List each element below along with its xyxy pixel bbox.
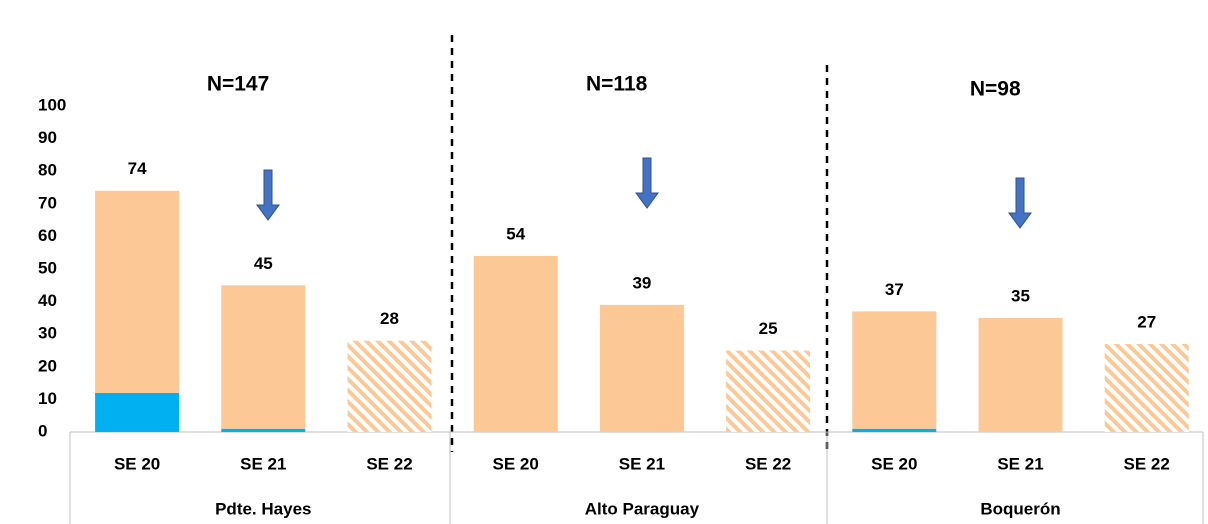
x-tick-label: SE 22 [1124,454,1170,473]
annotation: N=118 [586,73,648,96]
data-label: 45 [254,254,273,273]
bar-segment [473,255,558,432]
data-label: 37 [885,280,904,299]
bar-segment [726,350,811,432]
x-tick-label: SE 22 [745,454,791,473]
y-tick-label: 90 [38,128,57,147]
annotation: N=98 [970,78,1021,101]
bar-segment [978,317,1063,432]
x-tick-label: SE 21 [997,454,1043,473]
region-dividers [450,35,829,452]
y-tick-label: 50 [38,258,57,277]
x-tick-label: SE 20 [871,454,917,473]
group-label: Pdte. Hayes [215,499,311,518]
y-tick-label: 70 [38,193,57,212]
bar-segment [347,340,432,432]
data-label: 54 [506,224,525,243]
y-tick-label: 60 [38,226,57,245]
data-label: 74 [128,159,147,178]
y-tick-label: 20 [38,356,57,375]
data-label: 25 [759,319,778,338]
group-label: Boquerón [980,499,1060,518]
arrows [256,157,1032,229]
data-label: 39 [632,273,651,292]
y-tick-label: 100 [38,95,66,114]
y-tick-label: 30 [38,324,57,343]
bar-segment [852,311,937,429]
y-tick-label: 40 [38,291,57,310]
bar-segment [95,190,180,393]
x-tick-label: SE 21 [240,454,286,473]
y-tick-label: 10 [38,389,57,408]
bar-segment [1104,343,1189,432]
bar-segment [221,285,306,429]
data-label: 28 [380,309,399,328]
x-tick-label: SE 22 [366,454,412,473]
data-label: 27 [1137,312,1156,331]
bar-segment [852,428,937,432]
bar-segment [221,428,306,432]
bar-segment [95,392,180,432]
data-label: 35 [1011,286,1030,305]
annotation: N=147 [207,73,269,96]
x-tick-label: SE 21 [619,454,665,473]
y-tick-label: 0 [38,421,47,440]
x-tick-label: SE 20 [114,454,160,473]
y-tick-label: 80 [38,161,57,180]
x-tick-label: SE 20 [493,454,539,473]
group-label: Alto Paraguay [585,499,700,518]
bar-segment [599,304,684,432]
